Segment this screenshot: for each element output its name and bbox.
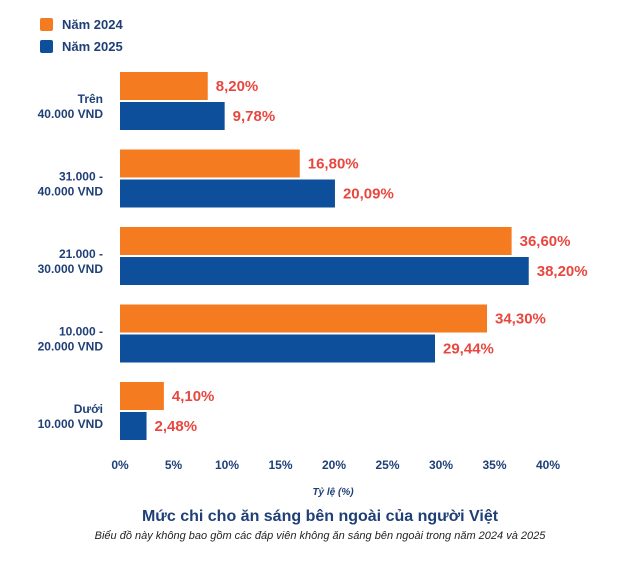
legend-swatch-2024 bbox=[40, 17, 53, 31]
data-label: 29,44% bbox=[443, 341, 494, 358]
legend: Năm 2024 Năm 2025 bbox=[40, 14, 123, 58]
bar-2025 bbox=[120, 412, 147, 440]
legend-swatch-2025 bbox=[40, 39, 53, 53]
data-label: 20,09% bbox=[343, 186, 394, 203]
x-tick-label: 15% bbox=[268, 458, 292, 472]
legend-label-2025: Năm 2025 bbox=[62, 38, 123, 54]
legend-item-2024: Năm 2024 bbox=[40, 14, 123, 34]
x-tick-label: 40% bbox=[536, 458, 560, 472]
x-tick-label: 30% bbox=[429, 458, 453, 472]
data-label: 8,20% bbox=[216, 78, 259, 95]
x-tick-label: 10% bbox=[215, 458, 239, 472]
data-label: 2,48% bbox=[155, 418, 198, 435]
x-tick-label: 0% bbox=[111, 458, 129, 472]
bar-2025 bbox=[120, 102, 225, 130]
bar-2024 bbox=[120, 304, 488, 333]
category-label: Trên 40.000 VND bbox=[38, 92, 104, 121]
data-label: 9,78% bbox=[233, 108, 276, 125]
legend-label-2024: Năm 2024 bbox=[62, 16, 123, 32]
data-label: 38,20% bbox=[537, 263, 588, 280]
bar-2024 bbox=[120, 382, 164, 410]
data-label: 34,30% bbox=[495, 311, 546, 328]
data-label: 36,60% bbox=[520, 233, 571, 250]
bar-chart: Trên 40.000 VND 8,20% 9,78% 31.000 -40.000 V… bbox=[38, 72, 588, 498]
bar-2024 bbox=[120, 227, 512, 255]
category-label: 10.000 -20.000 VND bbox=[38, 325, 104, 354]
chart-title: Mức chi cho ăn sáng bên ngoài của người … bbox=[141, 508, 499, 525]
x-tick-label: 25% bbox=[375, 458, 399, 472]
bar-2024 bbox=[120, 149, 300, 178]
chart-subtitle: Biểu đồ này không bao gồm các đáp viên k… bbox=[94, 530, 546, 542]
bar-2025 bbox=[120, 257, 529, 285]
category-label: 31.000 -40.000 VND bbox=[38, 170, 104, 199]
data-label: 16,80% bbox=[308, 156, 359, 173]
x-axis-title: Tỷ lệ (%) bbox=[312, 487, 354, 498]
x-tick-label: 20% bbox=[322, 458, 346, 472]
category-label: 21.000 -30.000 VND bbox=[38, 247, 104, 276]
bar-2025 bbox=[120, 179, 335, 208]
bar-2025 bbox=[120, 334, 436, 363]
data-label: 4,10% bbox=[172, 388, 215, 405]
bar-2024 bbox=[120, 72, 208, 100]
x-tick-label: 5% bbox=[165, 458, 183, 472]
legend-item-2025: Năm 2025 bbox=[40, 36, 123, 56]
category-label: Dưới 10.000 VND bbox=[38, 402, 104, 431]
x-tick-label: 35% bbox=[482, 458, 506, 472]
